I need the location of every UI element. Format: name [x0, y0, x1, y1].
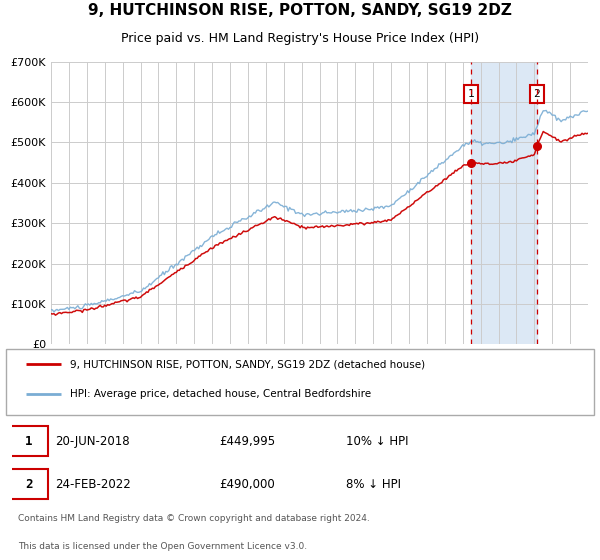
FancyBboxPatch shape [9, 469, 48, 499]
Text: 24-FEB-2022: 24-FEB-2022 [55, 478, 131, 491]
Text: 8% ↓ HPI: 8% ↓ HPI [346, 478, 401, 491]
Text: 9, HUTCHINSON RISE, POTTON, SANDY, SG19 2DZ (detached house): 9, HUTCHINSON RISE, POTTON, SANDY, SG19 … [70, 359, 425, 369]
Text: 2: 2 [25, 478, 32, 491]
Text: 1: 1 [468, 89, 475, 99]
FancyBboxPatch shape [9, 426, 48, 456]
FancyBboxPatch shape [6, 349, 594, 415]
Text: £449,995: £449,995 [220, 435, 275, 447]
Text: This data is licensed under the Open Government Licence v3.0.: This data is licensed under the Open Gov… [18, 542, 307, 551]
Text: 20-JUN-2018: 20-JUN-2018 [55, 435, 130, 447]
Bar [587, 62, 588, 344]
Text: 1: 1 [25, 435, 32, 447]
Text: Contains HM Land Registry data © Crown copyright and database right 2024.: Contains HM Land Registry data © Crown c… [18, 514, 370, 524]
Text: 10% ↓ HPI: 10% ↓ HPI [346, 435, 409, 447]
Text: 2: 2 [533, 89, 541, 99]
Text: £490,000: £490,000 [220, 478, 275, 491]
Text: HPI: Average price, detached house, Central Bedfordshire: HPI: Average price, detached house, Cent… [70, 389, 371, 399]
Bar [471, 62, 537, 344]
Text: Price paid vs. HM Land Registry's House Price Index (HPI): Price paid vs. HM Land Registry's House … [121, 32, 479, 45]
Text: 9, HUTCHINSON RISE, POTTON, SANDY, SG19 2DZ: 9, HUTCHINSON RISE, POTTON, SANDY, SG19 … [88, 3, 512, 18]
